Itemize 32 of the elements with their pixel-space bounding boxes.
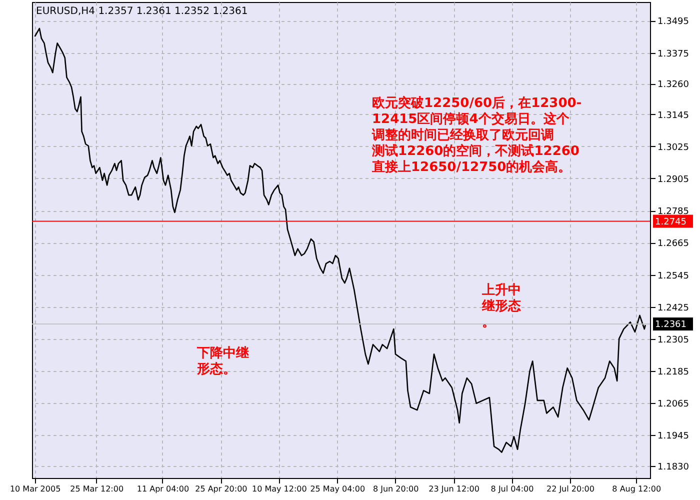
y-tick-label: 1.2425 — [658, 303, 689, 314]
annotation: 欧元突破12250/60后，在12300-12415区间停顿4个交易日。这个调整的时间已经换取了欧元回调测试12260的空间，不测试12260直接上12650/12750的机会高。 — [371, 95, 582, 175]
x-tick-label: 8 Jun 20:00 — [372, 484, 419, 494]
chart-title: EURUSD,H4 1.2357 1.2361 1.2352 1.2361 — [36, 6, 248, 17]
y-tick-label: 1.1830 — [658, 462, 690, 472]
y-tick-label: 1.2545 — [658, 271, 689, 282]
y-tick-label: 1.2185 — [658, 368, 689, 378]
x-tick-label: 8 Jul 04:00 — [490, 484, 534, 494]
x-tick-label: 22 Jul 20:00 — [546, 484, 594, 494]
x-tick-label: 25 May 04:00 — [310, 484, 366, 494]
y-tick-label: 1.2305 — [658, 335, 689, 346]
y-tick-label: 1.2905 — [658, 174, 689, 185]
y-tick-label: 1.2065 — [658, 400, 689, 410]
y-tick-label: 1.3145 — [658, 110, 689, 121]
ref-line-label: 1.2361 — [655, 320, 686, 330]
annotation: 下降中继形态。 — [196, 346, 249, 377]
y-tick-label: 1.1945 — [658, 432, 689, 442]
y-tick-label: 1.3375 — [658, 49, 689, 60]
x-tick-label: 23 Jun 12:00 — [428, 484, 480, 494]
x-tick-label: 10 May 12:00 — [252, 484, 307, 494]
x-tick-label: 10 Mar 2005 — [10, 484, 61, 494]
annotation: 上升中继形态。 — [481, 282, 522, 330]
x-tick-label: 25 Apr 20:00 — [195, 484, 248, 494]
x-tick-label: 25 Mar 12:00 — [70, 484, 124, 494]
x-tick-label: 11 Apr 04:00 — [136, 484, 190, 494]
ref-line-label: 1.2745 — [655, 217, 686, 228]
y-tick-label: 1.3495 — [658, 17, 689, 28]
y-tick-label: 1.3260 — [658, 80, 690, 90]
y-tick-label: 1.3025 — [658, 142, 689, 153]
y-tick-label: 1.2665 — [658, 239, 689, 250]
y-tick-label: 1.2785 — [658, 207, 689, 218]
x-tick-label: 8 Aug 12:00 — [612, 484, 662, 494]
